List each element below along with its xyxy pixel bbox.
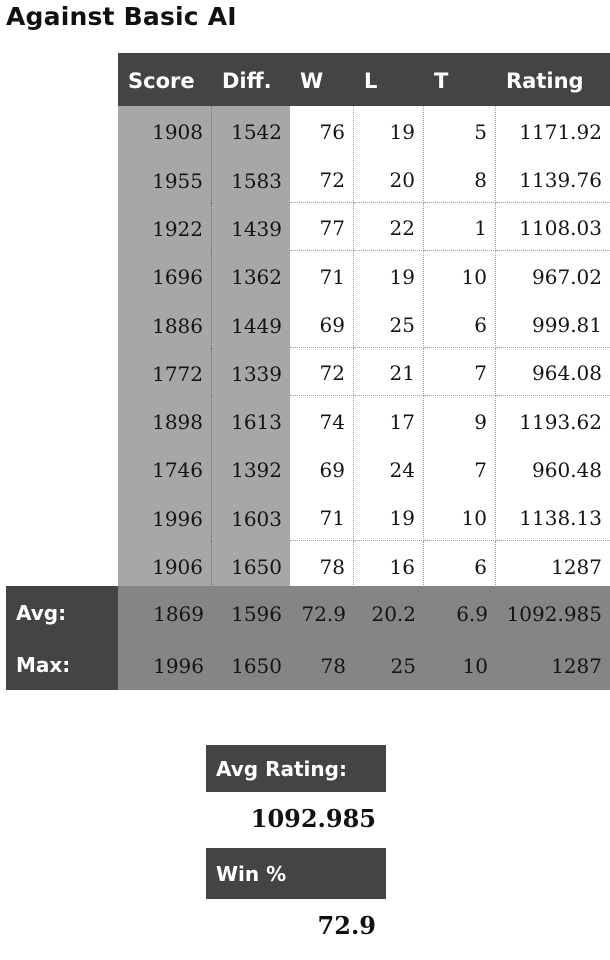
table-cell-rating: 999.81 xyxy=(496,299,610,348)
table-cell-w: 69 xyxy=(290,299,354,348)
footer-cell-rating: 1092.985 xyxy=(496,586,610,638)
table-cell-score: 1696 xyxy=(118,250,212,300)
table-cell-rating: 1287 xyxy=(496,540,610,590)
table-cell-rating: 967.02 xyxy=(496,250,610,300)
table-cell-l: 21 xyxy=(354,347,424,397)
footer-label-max: Max: xyxy=(6,638,118,690)
table-cell-w: 71 xyxy=(290,250,354,300)
table-cell-t: 6 xyxy=(424,540,496,590)
table-cell-rating: 1138.13 xyxy=(496,492,610,542)
table-cell-w: 72 xyxy=(290,154,354,204)
table-cell-l: 24 xyxy=(354,444,424,493)
table-cell-diff: 1392 xyxy=(212,444,290,493)
footer-cell-score: 1869 xyxy=(118,586,212,638)
table-cell-w: 71 xyxy=(290,492,354,542)
page-title: Against Basic AI xyxy=(6,2,237,31)
table-cell-score: 1922 xyxy=(118,202,212,252)
column-header-w: W xyxy=(290,53,354,106)
table-cell-diff: 1439 xyxy=(212,202,290,252)
table-cell-diff: 1449 xyxy=(212,299,290,348)
avg-rating-label: Avg Rating: xyxy=(206,745,386,792)
table-cell-rating: 964.08 xyxy=(496,347,610,397)
table-cell-score: 1886 xyxy=(118,299,212,348)
win-percent-value: 72.9 xyxy=(317,911,376,940)
table-cell-l: 25 xyxy=(354,299,424,348)
win-percent-label: Win % xyxy=(206,848,386,899)
table-cell-t: 9 xyxy=(424,395,496,445)
column-header-t: T xyxy=(424,53,496,106)
column-header-rating: Rating xyxy=(496,53,610,106)
table-cell-l: 17 xyxy=(354,395,424,445)
table-cell-t: 10 xyxy=(424,250,496,300)
footer-cell-t: 6.9 xyxy=(424,586,496,638)
table-cell-diff: 1603 xyxy=(212,492,290,542)
table-cell-diff: 1339 xyxy=(212,347,290,397)
table-cell-l: 22 xyxy=(354,202,424,252)
table-cell-diff: 1613 xyxy=(212,395,290,445)
table-cell-score: 1746 xyxy=(118,444,212,493)
footer-cell-t: 10 xyxy=(424,638,496,690)
footer-cell-l: 20.2 xyxy=(354,586,424,638)
footer-cell-w: 78 xyxy=(290,638,354,690)
table-cell-score: 1898 xyxy=(118,395,212,445)
table-cell-l: 16 xyxy=(354,540,424,590)
footer-cell-diff: 1650 xyxy=(212,638,290,690)
column-header-diff: Diff. xyxy=(212,53,290,106)
table-cell-score: 1908 xyxy=(118,106,212,155)
column-header-score: Score xyxy=(118,53,212,106)
table-cell-score: 1955 xyxy=(118,154,212,204)
table-cell-t: 10 xyxy=(424,492,496,542)
table-cell-score: 1906 xyxy=(118,540,212,590)
table-cell-t: 8 xyxy=(424,154,496,204)
table-cell-rating: 1193.62 xyxy=(496,395,610,445)
footer-label-avg: Avg: xyxy=(6,586,118,638)
footer-cell-w: 72.9 xyxy=(290,586,354,638)
footer-cell-rating: 1287 xyxy=(496,638,610,690)
table-cell-t: 7 xyxy=(424,444,496,493)
table-cell-diff: 1583 xyxy=(212,154,290,204)
table-cell-rating: 1139.76 xyxy=(496,154,610,204)
table-cell-t: 6 xyxy=(424,299,496,348)
table-cell-l: 19 xyxy=(354,492,424,542)
table-cell-rating: 1171.92 xyxy=(496,106,610,155)
table-cell-w: 76 xyxy=(290,106,354,155)
table-cell-w: 78 xyxy=(290,540,354,590)
table-cell-w: 74 xyxy=(290,395,354,445)
avg-rating-value: 1092.985 xyxy=(250,804,376,833)
table-cell-t: 5 xyxy=(424,106,496,155)
footer-cell-score: 1996 xyxy=(118,638,212,690)
stats-table: Score Diff. W L T Rating 1908 1542 76 19 5 1171.92 1… xyxy=(0,53,610,690)
table-cell-diff: 1542 xyxy=(212,106,290,155)
table-cell-score: 1996 xyxy=(118,492,212,542)
table-cell-t: 7 xyxy=(424,347,496,397)
table-cell-rating: 960.48 xyxy=(496,444,610,493)
table-cell-w: 69 xyxy=(290,444,354,493)
table-cell-w: 72 xyxy=(290,347,354,397)
table-cell-l: 19 xyxy=(354,106,424,155)
table-cell-rating: 1108.03 xyxy=(496,202,610,252)
table-cell-score: 1772 xyxy=(118,347,212,397)
table-cell-w: 77 xyxy=(290,202,354,252)
table-cell-diff: 1362 xyxy=(212,250,290,300)
table-cell-l: 20 xyxy=(354,154,424,204)
table-cell-t: 1 xyxy=(424,202,496,252)
table-cell-diff: 1650 xyxy=(212,540,290,590)
column-header-l: L xyxy=(354,53,424,106)
footer-cell-l: 25 xyxy=(354,638,424,690)
table-cell-l: 19 xyxy=(354,250,424,300)
footer-cell-diff: 1596 xyxy=(212,586,290,638)
